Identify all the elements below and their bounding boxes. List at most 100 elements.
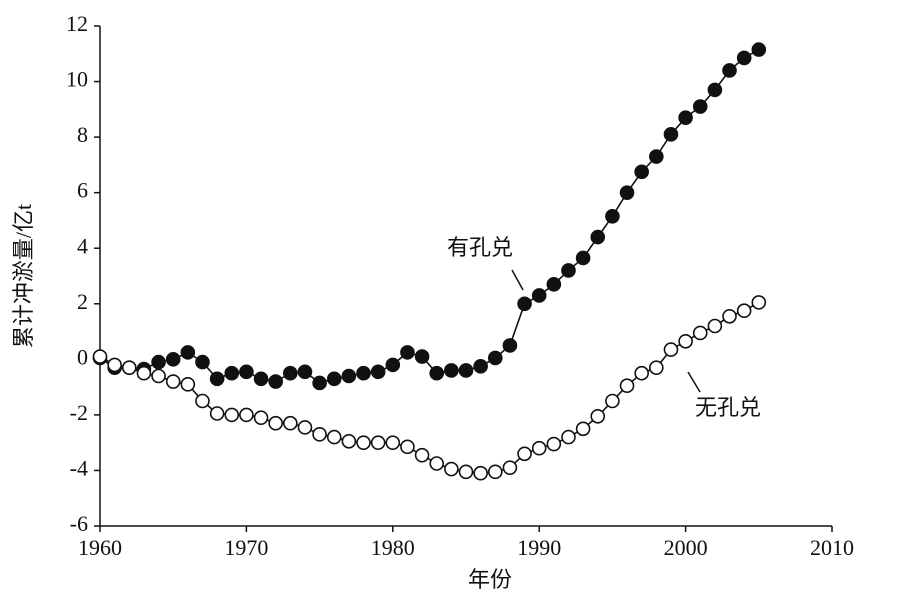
data-point — [649, 360, 664, 375]
data-point — [546, 277, 562, 292]
data-point — [224, 407, 240, 423]
data-point — [136, 365, 152, 381]
data-point — [268, 415, 283, 431]
data-point — [663, 342, 679, 357]
data-point — [283, 415, 298, 431]
data-point — [356, 435, 371, 450]
data-point — [634, 365, 649, 381]
data-point — [180, 345, 196, 360]
data-point — [312, 375, 327, 391]
data-point — [605, 393, 620, 409]
series-label: 无孔兑 — [695, 395, 761, 420]
data-point — [414, 447, 430, 463]
data-point — [297, 364, 313, 380]
data-point — [575, 250, 591, 266]
data-point — [692, 325, 708, 341]
data-point — [165, 352, 181, 367]
data-point — [707, 318, 723, 334]
data-point — [92, 349, 108, 364]
data-point — [151, 368, 166, 384]
data-point — [370, 435, 386, 450]
data-point — [736, 303, 752, 319]
data-point — [722, 63, 737, 78]
data-point — [209, 371, 225, 387]
data-point — [341, 368, 357, 384]
data-point — [458, 464, 474, 480]
data-point — [575, 421, 591, 437]
x-axis-title: 年份 — [468, 567, 512, 592]
y-tick-label: -6 — [70, 511, 88, 536]
data-point — [619, 378, 635, 394]
x-tick-label: 2000 — [664, 535, 708, 560]
y-tick-label: 6 — [77, 178, 88, 203]
x-tick-label: 2010 — [810, 535, 854, 560]
data-point — [751, 42, 767, 57]
y-tick-label: -4 — [70, 455, 88, 480]
data-point — [400, 439, 415, 455]
series-line — [99, 48, 760, 384]
y-tick-label: 12 — [66, 11, 88, 36]
data-point — [561, 429, 576, 445]
data-point — [531, 440, 547, 456]
data-point — [722, 308, 737, 324]
data-point — [385, 357, 401, 373]
data-point — [546, 436, 562, 452]
data-point — [663, 127, 679, 142]
x-tick-label: 1960 — [78, 535, 122, 560]
data-point — [239, 364, 254, 380]
y-tick-label: 8 — [77, 122, 88, 147]
data-point — [751, 295, 767, 310]
x-tick-label: 1990 — [517, 535, 561, 560]
label-leader — [511, 269, 524, 291]
y-tick-label: -2 — [70, 400, 88, 425]
data-point — [649, 149, 664, 164]
data-point — [414, 349, 430, 364]
data-point — [385, 435, 401, 450]
y-axis-title: 累计冲淤量/亿t — [11, 204, 36, 348]
data-point — [473, 465, 488, 481]
data-point — [370, 364, 386, 380]
data-point — [312, 427, 327, 442]
x-tick-label: 1970 — [224, 535, 268, 560]
data-point — [605, 208, 620, 224]
data-point — [517, 296, 532, 312]
data-point — [341, 433, 357, 449]
data-point — [356, 365, 371, 381]
data-point — [253, 371, 269, 387]
y-tick-label: 4 — [77, 233, 88, 258]
data-point — [180, 377, 196, 392]
y-tick-label: 0 — [77, 344, 88, 369]
data-point — [707, 82, 723, 98]
data-point — [283, 365, 298, 381]
data-point — [487, 350, 503, 366]
data-point — [590, 229, 606, 245]
data-point — [297, 420, 313, 435]
y-tick-label: 10 — [66, 67, 88, 92]
data-point — [502, 460, 518, 475]
data-point — [224, 365, 240, 381]
data-point — [326, 371, 342, 387]
data-point — [517, 446, 532, 462]
series-line — [99, 301, 760, 475]
data-point — [444, 461, 459, 477]
series-label: 有孔兑 — [447, 235, 513, 260]
y-tick-label: 2 — [77, 289, 88, 314]
data-point — [195, 354, 210, 370]
data-point — [429, 365, 445, 381]
data-point — [165, 374, 181, 389]
data-point — [634, 164, 649, 180]
data-point — [121, 360, 137, 375]
data-point — [151, 354, 166, 370]
data-point — [692, 99, 708, 114]
data-point — [400, 345, 415, 360]
label-leader — [687, 371, 701, 393]
data-point — [107, 357, 122, 373]
data-point — [736, 50, 752, 66]
data-point — [253, 410, 269, 425]
data-point — [195, 393, 210, 409]
data-point — [268, 374, 283, 389]
data-point — [326, 429, 342, 445]
data-point — [678, 110, 693, 125]
data-point — [458, 363, 474, 378]
